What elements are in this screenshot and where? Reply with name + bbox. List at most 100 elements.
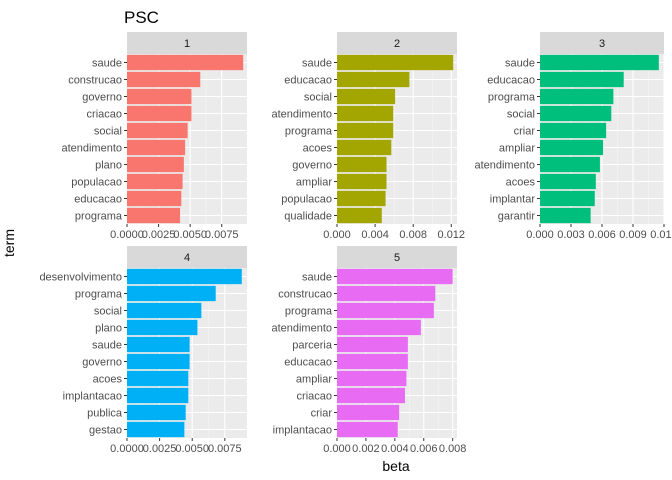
category-label: implantar xyxy=(490,194,536,206)
bar-parceria xyxy=(337,336,408,353)
facet-panels: 1 saude construcao governo criacao social aten… xyxy=(39,32,672,455)
bar-criacao xyxy=(337,387,405,404)
x-tick-label: 0.0025 xyxy=(142,229,176,241)
bar-implantacao xyxy=(127,387,189,404)
category-label: governo xyxy=(292,160,332,172)
bar-populacao xyxy=(127,173,183,190)
category-label: educacao xyxy=(487,75,535,87)
category-label: saude xyxy=(302,58,332,70)
x-tick-label: 0.008 xyxy=(399,229,427,241)
x-tick-label: 0.0075 xyxy=(208,443,242,455)
category-label: plano xyxy=(95,323,122,335)
x-axis-title: beta xyxy=(382,458,409,474)
category-label: saude xyxy=(92,58,122,70)
bar-acoes xyxy=(127,370,189,387)
category-label: atendimento xyxy=(271,109,332,121)
category-label: populacao xyxy=(281,194,332,206)
bar-implantacao xyxy=(337,421,398,438)
category-label: saude xyxy=(92,340,122,352)
category-label: gestao xyxy=(89,425,122,437)
bar-educacao xyxy=(337,71,410,88)
facet-strip-label: 1 xyxy=(184,38,190,50)
bar-atendimento xyxy=(337,105,394,122)
category-label: implantacao xyxy=(273,425,332,437)
bar-programa xyxy=(540,88,614,105)
bar-populacao xyxy=(337,190,386,207)
facet-strip xyxy=(540,32,664,54)
category-label: implantacao xyxy=(63,391,122,403)
bar-saude xyxy=(540,54,659,71)
facet-strip-label: 2 xyxy=(394,38,400,50)
bar-governo xyxy=(337,156,387,173)
bar-criacao xyxy=(127,105,192,122)
bar-garantir xyxy=(540,207,591,224)
category-label: programa xyxy=(285,306,333,318)
bar-publica xyxy=(127,404,186,421)
x-tick-label: 0.000 xyxy=(323,229,351,241)
bar-criar xyxy=(337,404,400,421)
x-tick-label: 0.002 xyxy=(352,443,380,455)
category-label: atendimento xyxy=(61,143,122,155)
x-tick-label: 0.0000 xyxy=(110,229,144,241)
category-label: saude xyxy=(302,272,332,284)
bar-acoes xyxy=(337,139,392,156)
category-label: criar xyxy=(514,126,536,138)
category-label: acoes xyxy=(506,177,536,189)
x-tick-label: 0.000 xyxy=(526,229,554,241)
bar-qualidade xyxy=(337,207,382,224)
category-label: programa xyxy=(75,289,123,301)
x-tick-label: 0.012 xyxy=(650,229,672,241)
bar-construcao xyxy=(337,285,436,302)
category-label: qualidade xyxy=(284,211,332,223)
category-label: programa xyxy=(488,92,536,104)
category-label: construcao xyxy=(68,75,122,87)
facet-panel-4: 4 desenvolvimento programa social plano saude… xyxy=(39,246,247,455)
facet-strip-label: 5 xyxy=(394,252,400,264)
bar-desenvolvimento xyxy=(127,268,242,285)
bar-programa xyxy=(337,302,434,319)
facet-strip-label: 4 xyxy=(184,252,190,264)
category-label: construcao xyxy=(278,289,332,301)
bar-plano xyxy=(127,156,184,173)
x-tick-label: 0.006 xyxy=(410,443,438,455)
bar-programa xyxy=(127,207,181,224)
bar-social xyxy=(540,105,612,122)
category-label: plano xyxy=(95,160,122,172)
bar-ampliar xyxy=(337,370,407,387)
facet-strip-label: 3 xyxy=(599,38,605,50)
bar-social xyxy=(337,88,396,105)
x-tick-label: 0.006 xyxy=(588,229,616,241)
category-label: acoes xyxy=(303,143,333,155)
facet-strip xyxy=(337,32,457,54)
facet-panel-2: 2 saude educacao social atendimento programa a… xyxy=(271,32,465,241)
bar-educacao xyxy=(337,353,408,370)
bar-implantar xyxy=(540,190,595,207)
category-label: criacao xyxy=(297,391,332,403)
x-tick-label: 0.0050 xyxy=(173,229,207,241)
category-label: atendimento xyxy=(474,160,535,172)
bar-educacao xyxy=(540,71,624,88)
bar-social xyxy=(127,122,188,139)
category-label: social xyxy=(507,109,535,121)
category-label: ampliar xyxy=(499,143,535,155)
bar-plano xyxy=(127,319,198,336)
x-tick-label: 0.0075 xyxy=(205,229,239,241)
bar-saude xyxy=(337,268,453,285)
bar-saude xyxy=(337,54,454,71)
bar-gestao xyxy=(127,421,185,438)
category-label: educacao xyxy=(284,75,332,87)
x-tick-label: 0.0050 xyxy=(175,443,209,455)
category-label: garantir xyxy=(498,211,536,223)
bar-atendimento xyxy=(540,156,600,173)
bar-construcao xyxy=(127,71,201,88)
x-tick-label: 0.009 xyxy=(619,229,647,241)
bar-saude xyxy=(127,336,190,353)
category-label: programa xyxy=(75,211,123,223)
category-label: governo xyxy=(82,92,122,104)
category-label: social xyxy=(94,126,122,138)
x-tick-label: 0.003 xyxy=(557,229,585,241)
facet-strip xyxy=(337,246,457,268)
x-tick-label: 0.004 xyxy=(361,229,389,241)
category-label: parceria xyxy=(292,340,333,352)
category-label: publica xyxy=(87,408,123,420)
